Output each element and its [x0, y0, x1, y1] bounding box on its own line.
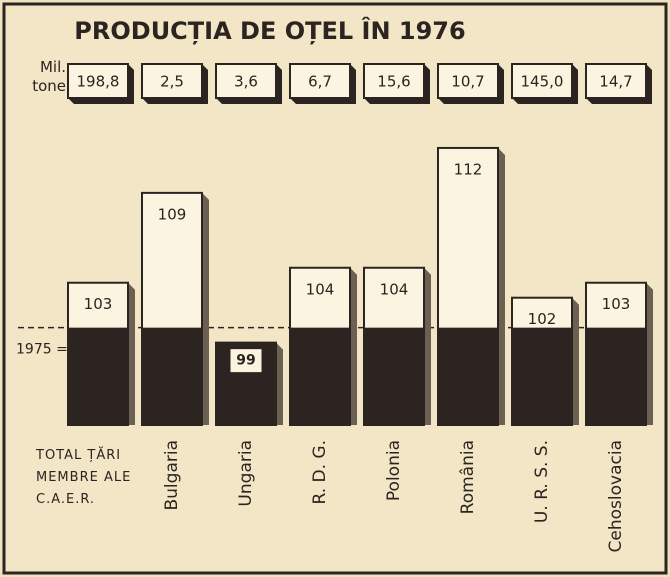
value-label: 109: [158, 205, 187, 223]
bar-shadow: [572, 297, 579, 425]
value-label: 103: [84, 295, 113, 313]
production-box: [215, 63, 277, 99]
production-unit-box: Mil. tone: [32, 58, 66, 95]
x-tick-label: U. R. S. S.: [532, 440, 552, 523]
x-tick-label: Ungaria: [236, 440, 256, 507]
x-tick-label: Bulgaria: [162, 440, 182, 511]
bar-shadow: [276, 342, 283, 425]
value-label: 112: [454, 160, 483, 178]
production-label: 3,6: [234, 73, 258, 91]
production-box-shadow: [512, 64, 578, 104]
production-box-shadow: [68, 64, 134, 104]
bar-below-base: [68, 327, 128, 425]
production-box: [585, 63, 647, 99]
production-box-shadow: [290, 64, 356, 104]
bar-below-base: [142, 327, 202, 425]
x-tick-label: TOTAL ȚĂRI MEMBRE ALE C.A.E.R.: [36, 448, 132, 507]
value-label: 103: [602, 295, 631, 313]
chart-title: PRODUCȚIA DE OȚEL ÎN 1976: [74, 16, 465, 45]
bar-below-base: [290, 327, 350, 425]
bar-below-base: [512, 327, 572, 425]
production-box-shadow: [216, 64, 282, 104]
bar-shadow: [350, 267, 357, 425]
value-label: 99: [236, 353, 255, 369]
value-label: 104: [380, 280, 409, 298]
production-label: 145,0: [521, 73, 564, 91]
production-box-shadow: [586, 64, 652, 104]
production-box: [141, 63, 203, 99]
category-label-box: TOTAL ȚĂRI MEMBRE ALE C.A.E.R.: [36, 448, 132, 507]
production-box: [437, 63, 499, 99]
x-tick-label: România: [458, 440, 478, 514]
value-label: 102: [528, 310, 557, 328]
bar-shadow: [424, 267, 431, 425]
production-label: 198,8: [77, 73, 120, 91]
production-label: 14,7: [599, 73, 632, 91]
bar-shadow: [498, 147, 505, 425]
production-box-shadow: [142, 64, 208, 104]
production-unit: Mil. tone: [32, 58, 66, 95]
production-box-shadow: [438, 64, 504, 104]
bar-shadow: [646, 282, 653, 425]
bar-shadow: [128, 282, 135, 425]
x-tick-label: Polonia: [384, 440, 404, 501]
bar-below-base: [586, 327, 646, 425]
production-label: 2,5: [160, 73, 184, 91]
bar-below-base: [364, 327, 424, 425]
production-box-shadow: [364, 64, 430, 104]
value-label-box: [229, 348, 263, 374]
value-label: 104: [306, 280, 335, 298]
production-label: 15,6: [377, 73, 410, 91]
x-tick-label: R. D. G.: [310, 440, 330, 505]
bar-shadow: [202, 192, 209, 425]
production-label: 10,7: [451, 73, 484, 91]
production-label: 6,7: [308, 73, 332, 91]
production-box: [289, 63, 351, 99]
production-box: [511, 63, 573, 99]
production-box: [67, 63, 129, 99]
production-box: [363, 63, 425, 99]
x-tick-label: Cehoslovacia: [606, 440, 626, 552]
bar-below-base: [438, 327, 498, 425]
